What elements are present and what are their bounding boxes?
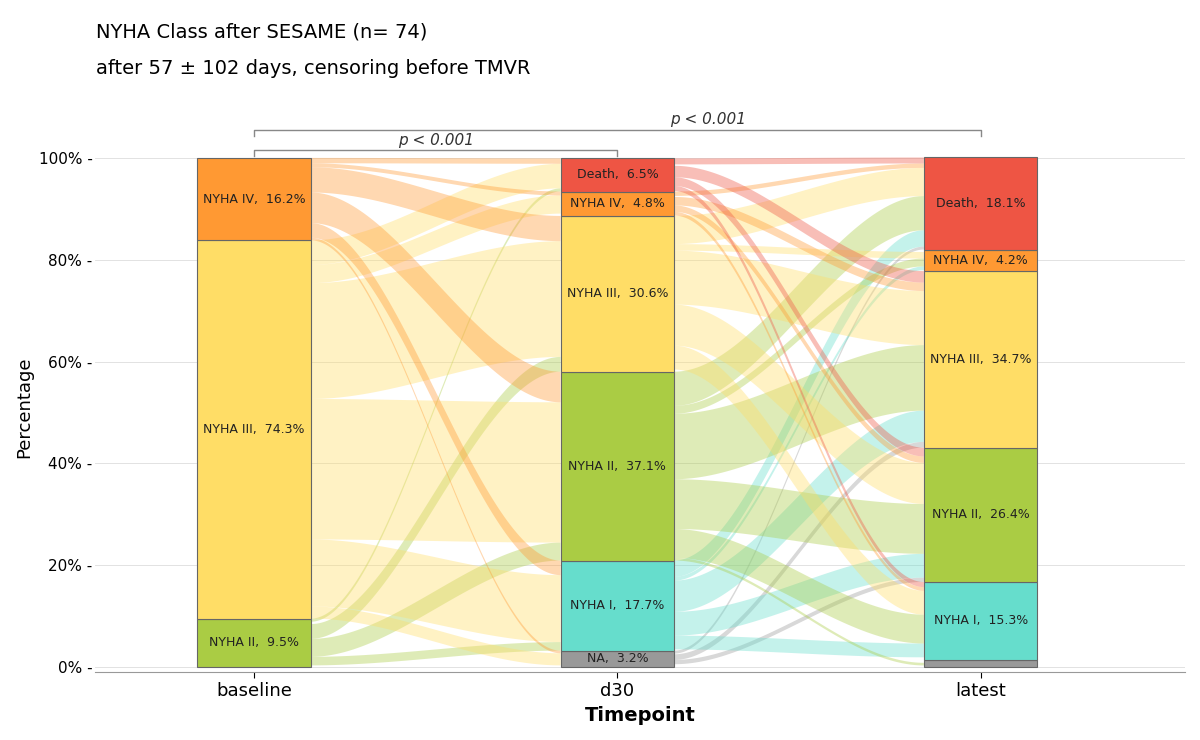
Polygon shape <box>674 212 924 591</box>
Text: NYHA Class after SESAME (n= 74): NYHA Class after SESAME (n= 74) <box>96 22 427 41</box>
Polygon shape <box>311 238 560 653</box>
Polygon shape <box>674 558 924 665</box>
Polygon shape <box>674 266 924 581</box>
Text: NYHA I,  15.3%: NYHA I, 15.3% <box>934 614 1027 628</box>
Polygon shape <box>674 158 924 164</box>
Polygon shape <box>311 539 560 642</box>
Polygon shape <box>674 246 924 653</box>
Bar <box>197 240 311 619</box>
Polygon shape <box>311 399 560 542</box>
Polygon shape <box>674 206 924 462</box>
Text: NYHA II,  9.5%: NYHA II, 9.5% <box>209 636 299 649</box>
Polygon shape <box>311 607 560 665</box>
Polygon shape <box>311 164 560 195</box>
Polygon shape <box>674 197 924 291</box>
Polygon shape <box>674 251 924 345</box>
Polygon shape <box>311 164 560 265</box>
Polygon shape <box>674 480 924 554</box>
Y-axis label: Percentage: Percentage <box>14 357 32 458</box>
Bar <box>924 271 1038 448</box>
Polygon shape <box>674 305 924 504</box>
Bar <box>197 158 311 240</box>
Text: NYHA III,  30.6%: NYHA III, 30.6% <box>566 287 668 300</box>
Bar <box>560 192 674 216</box>
Text: NYHA IV,  4.2%: NYHA IV, 4.2% <box>934 254 1028 266</box>
Polygon shape <box>311 192 560 403</box>
Text: Death,  18.1%: Death, 18.1% <box>936 197 1026 210</box>
Bar <box>197 619 311 667</box>
Bar <box>560 650 674 667</box>
Text: after 57 ± 102 days, censoring before TMVR: after 57 ± 102 days, censoring before TM… <box>96 59 530 78</box>
Text: NYHA III,  74.3%: NYHA III, 74.3% <box>203 423 305 436</box>
Text: NYHA IV,  4.8%: NYHA IV, 4.8% <box>570 198 665 210</box>
X-axis label: Timepoint: Timepoint <box>584 706 696 725</box>
Polygon shape <box>674 168 924 244</box>
Polygon shape <box>674 346 924 615</box>
Polygon shape <box>674 166 924 283</box>
Bar <box>924 158 1038 249</box>
Polygon shape <box>674 258 924 414</box>
Bar <box>560 561 674 650</box>
Polygon shape <box>311 167 560 241</box>
Bar <box>924 660 1038 667</box>
Polygon shape <box>311 223 560 575</box>
Polygon shape <box>674 411 924 612</box>
Polygon shape <box>674 345 924 480</box>
Polygon shape <box>674 164 924 196</box>
Polygon shape <box>311 189 560 622</box>
Polygon shape <box>674 578 924 665</box>
Text: p < 0.001: p < 0.001 <box>397 132 474 148</box>
Polygon shape <box>311 542 560 657</box>
Bar <box>560 216 674 371</box>
Bar <box>560 158 674 192</box>
Polygon shape <box>311 195 560 283</box>
Text: NYHA IV,  16.2%: NYHA IV, 16.2% <box>203 192 306 206</box>
Polygon shape <box>674 636 924 657</box>
Polygon shape <box>311 642 560 665</box>
Polygon shape <box>674 178 924 457</box>
Text: NYHA III,  34.7%: NYHA III, 34.7% <box>930 353 1032 366</box>
Polygon shape <box>674 442 924 660</box>
Polygon shape <box>674 529 924 644</box>
Polygon shape <box>674 244 924 258</box>
Bar <box>924 448 1038 582</box>
Bar <box>924 582 1038 660</box>
Text: NYHA II,  37.1%: NYHA II, 37.1% <box>569 460 666 473</box>
Polygon shape <box>674 554 924 636</box>
Polygon shape <box>674 230 924 577</box>
Polygon shape <box>311 158 560 164</box>
Polygon shape <box>311 241 560 399</box>
Text: NA,  3.2%: NA, 3.2% <box>587 652 648 665</box>
Polygon shape <box>674 196 924 406</box>
Text: p < 0.001: p < 0.001 <box>671 112 746 127</box>
Bar <box>560 371 674 561</box>
Bar <box>924 249 1038 271</box>
Text: NYHA II,  26.4%: NYHA II, 26.4% <box>931 508 1030 521</box>
Polygon shape <box>674 186 924 587</box>
Text: Death,  6.5%: Death, 6.5% <box>576 169 659 181</box>
Text: NYHA I,  17.7%: NYHA I, 17.7% <box>570 599 665 612</box>
Polygon shape <box>311 357 560 639</box>
